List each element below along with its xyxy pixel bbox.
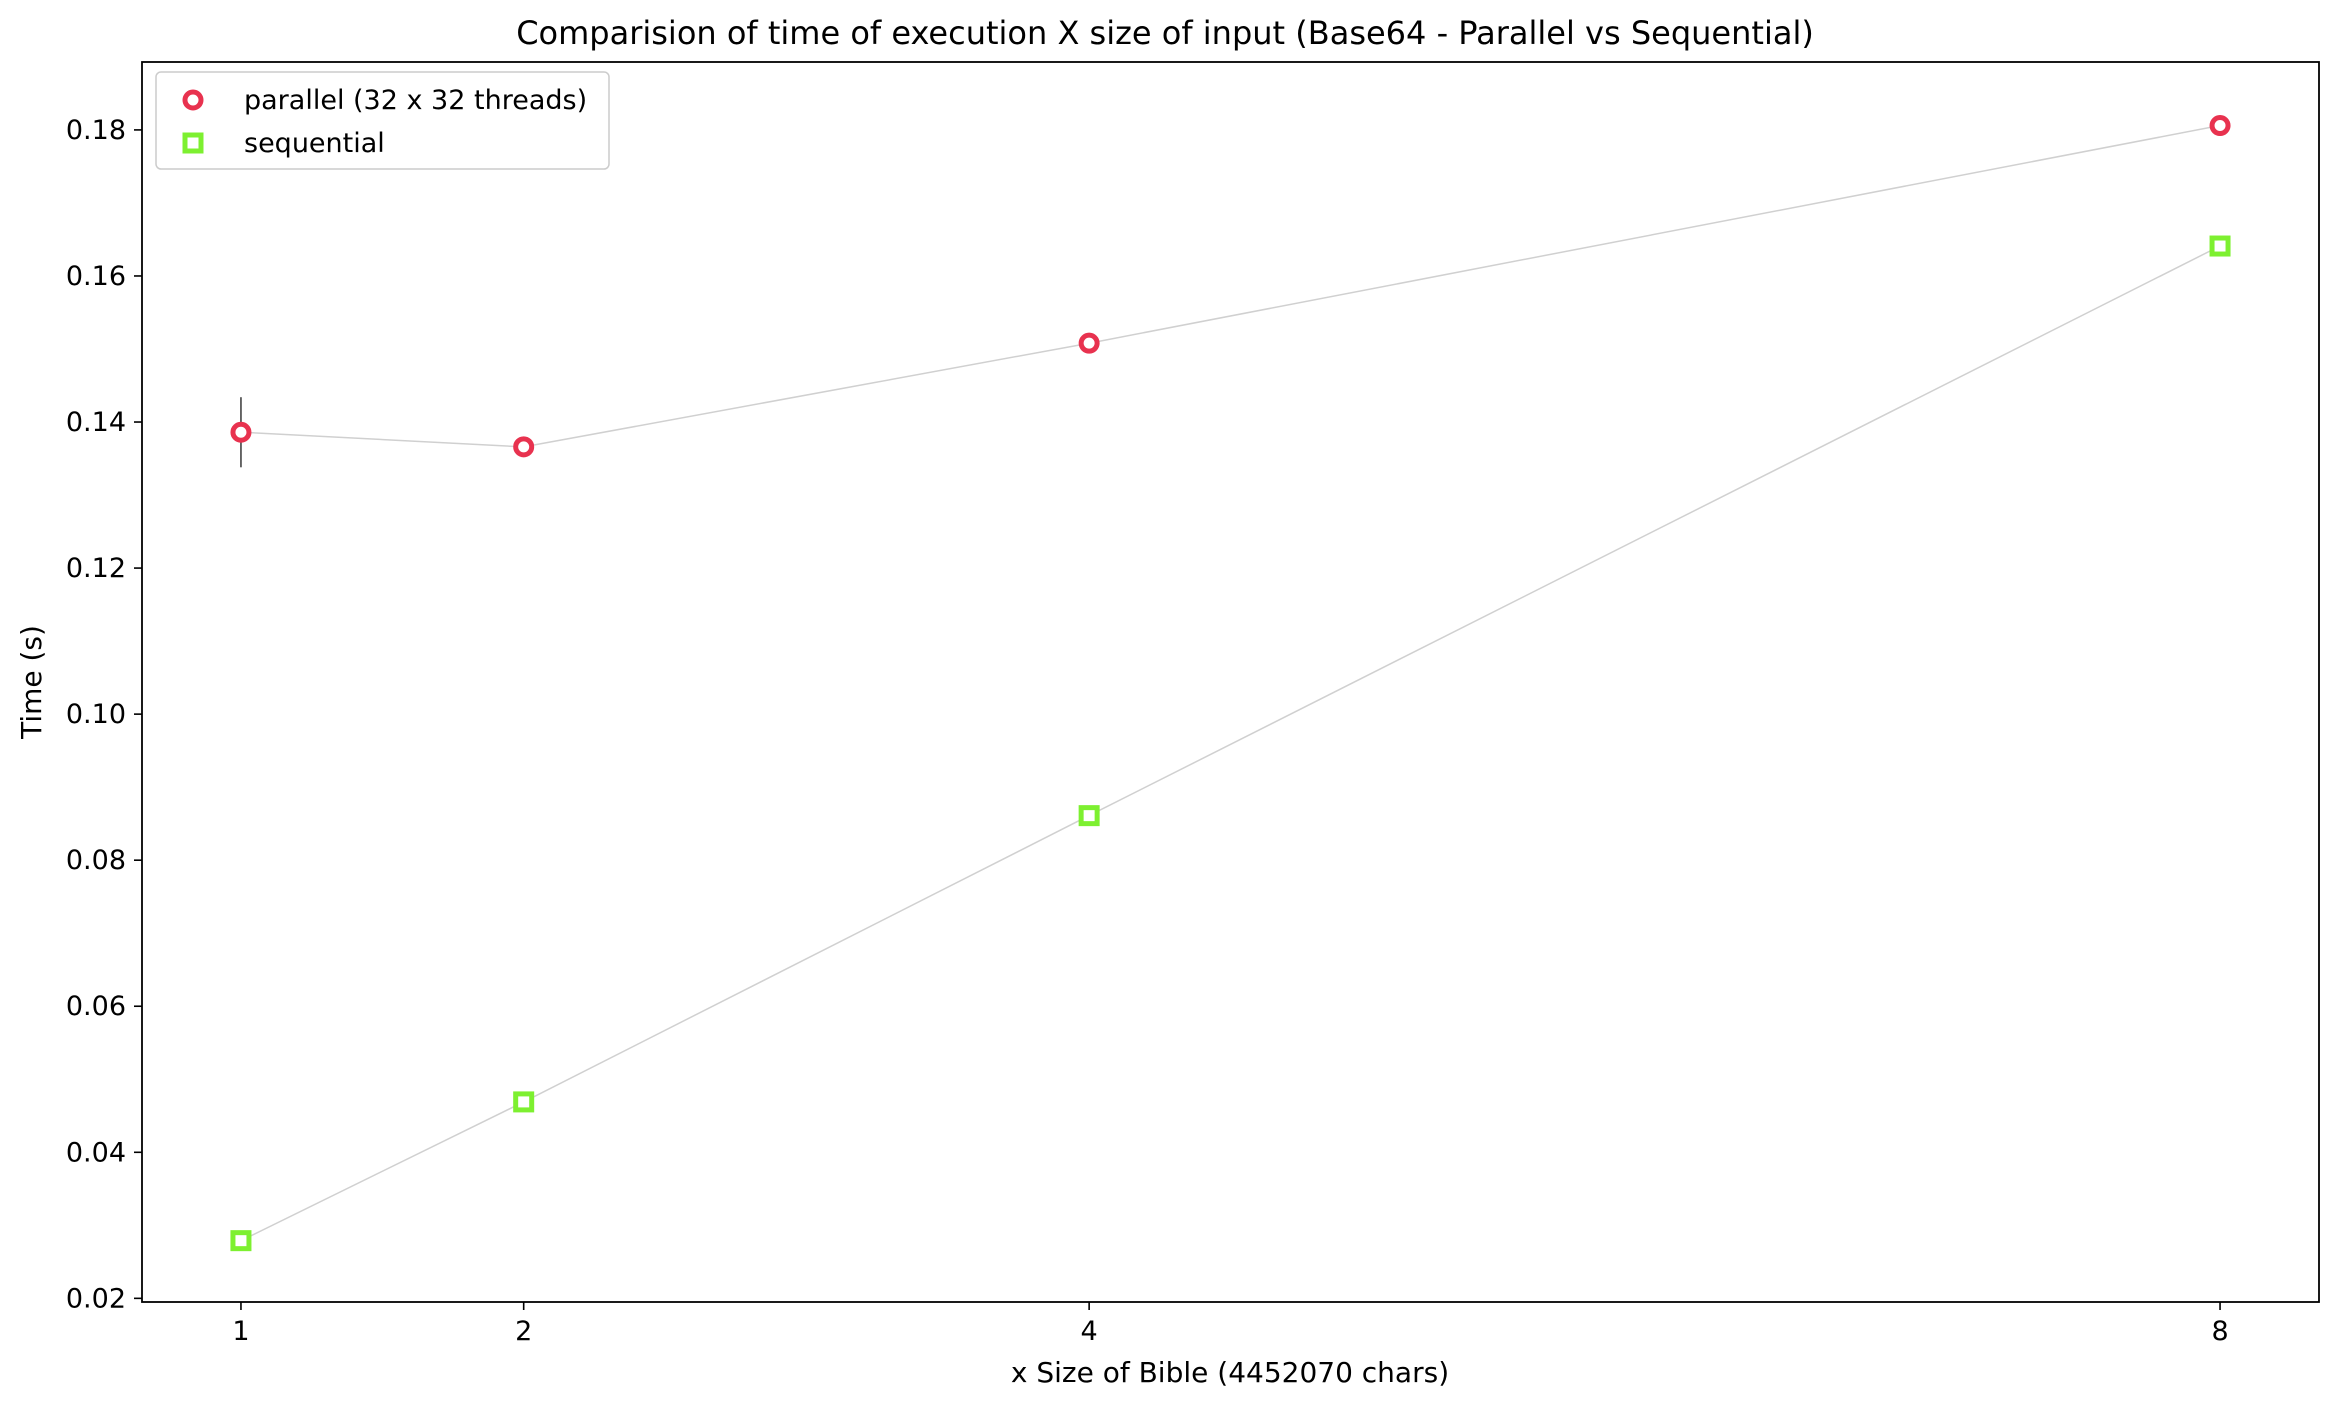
y-tick-label: 0.16: [66, 261, 126, 292]
legend-marker-sequential: [182, 132, 204, 154]
chart-title: Comparision of time of execution X size …: [516, 14, 1814, 52]
y-tick-label: 0.04: [66, 1137, 126, 1168]
y-tick-label: 0.06: [66, 991, 126, 1022]
legend-label-sequential: sequential: [244, 128, 385, 159]
sequential-point: [1078, 805, 1100, 827]
x-axis-label: x Size of Bible (4452070 chars): [1011, 1356, 1449, 1389]
sequential-point: [513, 1091, 535, 1113]
y-tick-label: 0.08: [66, 845, 126, 876]
series-line-1: [240, 245, 2221, 1242]
y-tick-label: 0.02: [66, 1283, 126, 1314]
parallel-point: [230, 421, 252, 443]
legend: parallel (32 x 32 threads) sequential: [155, 71, 610, 170]
plot-frame: [141, 61, 2320, 1303]
legend-label-parallel: parallel (32 x 32 threads): [244, 85, 587, 116]
y-tick-label: 0.14: [66, 407, 126, 438]
sequential-point: [230, 1230, 252, 1252]
series-line-0: [240, 124, 2221, 448]
data-markers: [230, 115, 2231, 1252]
x-tick-label: 2: [515, 1316, 532, 1347]
x-tick-label: 4: [1081, 1316, 1098, 1347]
parallel-point: [513, 436, 535, 458]
y-tick-label: 0.18: [66, 115, 126, 146]
parallel-point: [2209, 115, 2231, 137]
parallel-point: [1078, 332, 1100, 354]
connector-lines: [240, 124, 2221, 1242]
y-axis-ticks: 0.02 0.04 0.06 0.08 0.10 0.12 0.14 0.16 0.18: [66, 115, 142, 1314]
x-tick-label: 8: [2211, 1316, 2228, 1347]
legend-box: [155, 71, 610, 170]
y-tick-label: 0.10: [66, 699, 126, 730]
sequential-point: [2209, 235, 2231, 257]
y-tick-label: 0.12: [66, 553, 126, 584]
y-axis-label: Time (s): [15, 625, 48, 740]
x-tick-label: 1: [232, 1316, 249, 1347]
x-axis-ticks: 1 2 4 8: [232, 1302, 2229, 1347]
legend-marker-parallel: [182, 89, 204, 111]
